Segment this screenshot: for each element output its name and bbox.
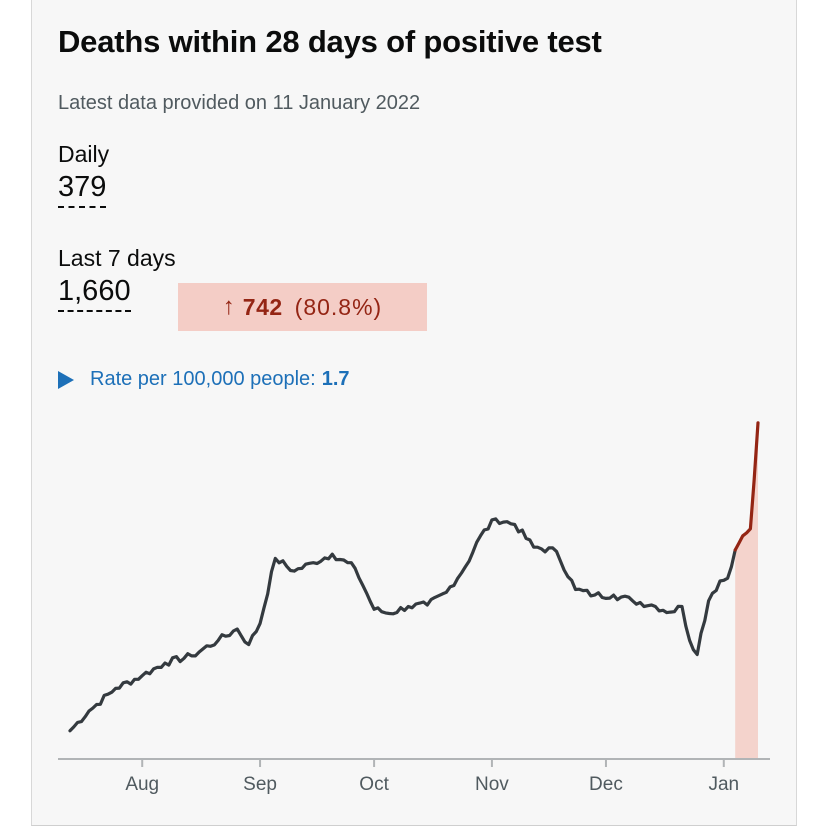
x-tick-label: Sep <box>243 774 277 795</box>
daily-label: Daily <box>58 141 110 167</box>
x-tick-label: Nov <box>475 774 509 795</box>
last-7-days-label: Last 7 days <box>58 245 176 271</box>
rate-details-toggle[interactable]: Rate per 100,000 people: 1.7 <box>58 368 350 391</box>
arrow-up-icon: ↑ <box>222 293 235 320</box>
change-percent: (80.8%) <box>294 293 383 320</box>
change-badge: ↑ 742 (80.8%) <box>178 283 427 331</box>
x-tick-label: Oct <box>359 774 389 795</box>
deaths-series-line <box>68 517 737 733</box>
rate-label: Rate per 100,000 people: <box>90 368 316 390</box>
series-lines <box>68 421 760 733</box>
last-7-days-value[interactable]: 1,660 <box>58 276 131 313</box>
expand-triangle-icon <box>58 371 74 389</box>
recent-deaths-series-line <box>733 421 760 552</box>
metric-card <box>31 0 797 826</box>
card-title: Deaths within 28 days of positive test <box>58 24 602 59</box>
x-tick-label: Jan <box>708 774 739 795</box>
change-value: 742 <box>242 293 283 320</box>
daily-value[interactable]: 379 <box>58 172 107 209</box>
last-updated-text: Latest data provided on 11 January 2022 <box>58 92 421 114</box>
rate-value: 1.7 <box>321 368 350 390</box>
x-tick-label: Dec <box>589 774 623 795</box>
x-axis-ticks: Aug Sep Oct Nov Dec Jan <box>125 759 739 795</box>
x-tick-label: Aug <box>125 774 159 795</box>
